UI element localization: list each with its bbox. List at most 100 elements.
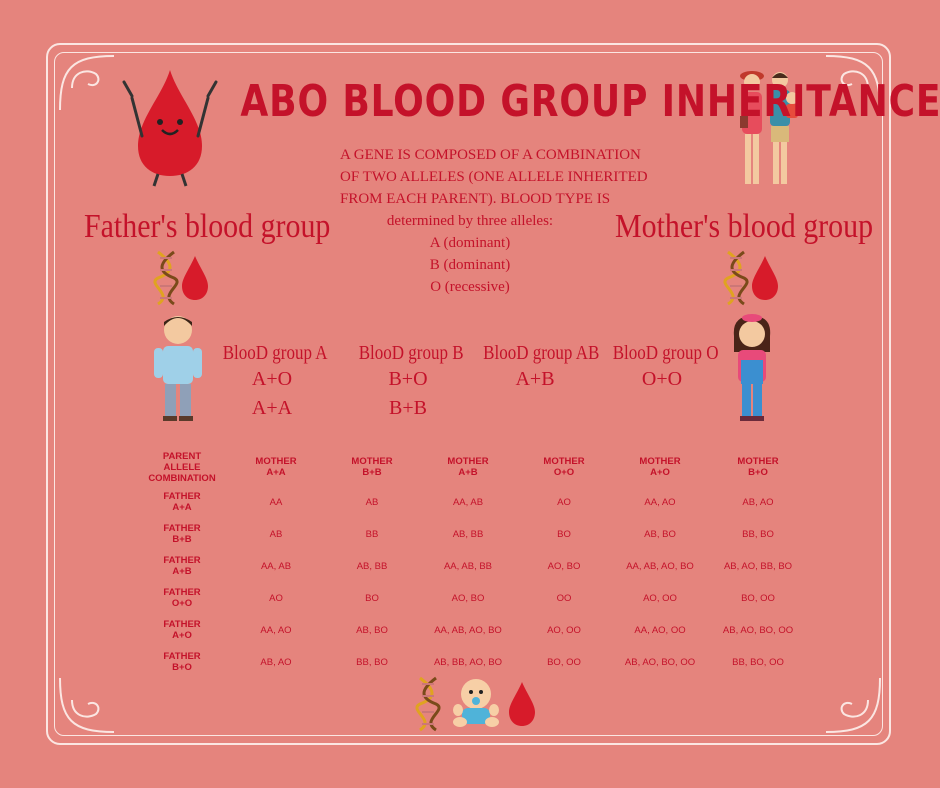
dna-icon bbox=[415, 676, 441, 732]
blood-drop-mascot-icon bbox=[122, 70, 218, 187]
table-cell: AO, BO bbox=[547, 560, 581, 572]
corner-line: PARENT bbox=[162, 450, 202, 462]
decorative-frame bbox=[46, 43, 891, 745]
table-cell: AB, AO bbox=[260, 656, 292, 668]
row-header: FATHER A+A bbox=[136, 486, 228, 518]
column-header-line: A+B bbox=[458, 467, 478, 478]
column-header-line: O+O bbox=[553, 467, 575, 478]
table-cell: AB bbox=[269, 528, 283, 540]
blood-group-name: BlooD group A bbox=[222, 342, 328, 364]
column-header-line: MOTHER bbox=[737, 456, 779, 467]
blood-drop-icon bbox=[509, 682, 535, 726]
row-header-line: A+A bbox=[172, 502, 192, 513]
table-cell: AA, AO, OO bbox=[634, 624, 686, 636]
allele-combination: A+O bbox=[251, 368, 293, 390]
column-header: MOTHER B+O bbox=[708, 448, 808, 486]
table-cell: AO bbox=[557, 496, 571, 508]
table-cell: AB, BB bbox=[356, 560, 388, 572]
blood-drop-icon bbox=[182, 256, 208, 300]
row-header-line: FATHER bbox=[163, 651, 201, 662]
allele-combination: A+A bbox=[251, 397, 293, 419]
column-header: MOTHER O+O bbox=[516, 448, 612, 486]
table-cell: AB, BO bbox=[356, 624, 388, 636]
allele-combination: B+O bbox=[388, 368, 428, 390]
table-cell: AB, BB, AO, BO bbox=[433, 656, 503, 668]
table-cell: AA, AB bbox=[260, 560, 292, 572]
row-header-line: A+B bbox=[172, 566, 192, 577]
column-header-line: A+A bbox=[266, 467, 286, 478]
decorative-frame-inner bbox=[54, 52, 883, 736]
table-cell: BO bbox=[365, 592, 379, 604]
row-header-line: FATHER bbox=[163, 491, 201, 502]
page-title: ABO BLOOD GROUP INHERITANCE bbox=[240, 76, 940, 127]
row-header-line: FATHER bbox=[163, 587, 201, 598]
intro-line: FROM EACH PARENT). BLOOD TYPE IS bbox=[340, 191, 611, 207]
table-cell: AB, AO, BB, BO bbox=[723, 560, 793, 572]
allele-combination: B+B bbox=[389, 397, 427, 419]
corner-swirl-icon bbox=[825, 55, 881, 111]
corner-swirl-icon bbox=[59, 55, 115, 111]
table-cell: BB bbox=[365, 528, 379, 540]
corner-swirl-icon bbox=[59, 677, 115, 733]
column-header: MOTHER A+O bbox=[612, 448, 708, 486]
corner-line: ALLELE bbox=[163, 461, 201, 473]
table-row: FATHER O+O AO BO AO, BO OO AO, OO BO, OO bbox=[136, 582, 808, 614]
table-cell: AA, AB, AO, BO bbox=[434, 624, 502, 636]
father-icon bbox=[154, 316, 202, 421]
table-cell: BB, BO bbox=[742, 528, 774, 540]
table-cell: AO, OO bbox=[547, 624, 581, 636]
blood-group-a: BlooD group A A+O A+A bbox=[214, 342, 330, 423]
table-cell: AA, AB bbox=[452, 496, 484, 508]
intro-line: A (dominant) bbox=[429, 235, 511, 251]
table-row: FATHER A+O AA, AO AB, BO AA, AB, AO, BO A… bbox=[136, 614, 808, 646]
intro-line: O (recessive) bbox=[430, 279, 510, 295]
table-cell: AB, AO bbox=[742, 496, 774, 508]
row-header-line: A+O bbox=[172, 630, 192, 641]
blood-group-name: BlooD group B bbox=[358, 342, 464, 364]
blood-group-o: BlooD group O O+O bbox=[604, 342, 720, 394]
corner-swirl-icon bbox=[825, 677, 881, 733]
family-icon bbox=[740, 71, 798, 184]
column-header-line: B+O bbox=[748, 467, 768, 478]
table-cell: AO, OO bbox=[643, 592, 677, 604]
table-cell: AB, BB bbox=[452, 528, 484, 540]
row-header-line: FATHER bbox=[163, 523, 201, 534]
table-cell: BO bbox=[557, 528, 571, 540]
table-cell: AB, AO, BO, OO bbox=[722, 624, 794, 636]
row-header-line: O+O bbox=[171, 598, 193, 609]
intro-line: determined by three alleles: bbox=[386, 213, 554, 229]
column-header-line: MOTHER bbox=[639, 456, 681, 467]
table-header-row: PARENT ALLELE COMBINATION MOTHER A+A MOTH… bbox=[136, 448, 808, 486]
table-cell: BO, OO bbox=[741, 592, 775, 604]
table-cell: AA, AB, BB bbox=[443, 560, 493, 572]
table-cell: AB bbox=[365, 496, 379, 508]
intro-text: A GENE IS COMPOSED OF A COMBINATION OF T… bbox=[340, 144, 648, 298]
table-cell: AA, AO bbox=[644, 496, 676, 508]
blood-group-name: BlooD group O bbox=[612, 342, 719, 364]
mother-heading: Mother's blood group bbox=[615, 208, 874, 245]
column-header: MOTHER A+B bbox=[420, 448, 516, 486]
column-header-line: MOTHER bbox=[447, 456, 489, 467]
row-header-line: FATHER bbox=[163, 555, 201, 566]
row-header: FATHER O+O bbox=[136, 582, 228, 614]
column-header: MOTHER B+B bbox=[324, 448, 420, 486]
baby-icon bbox=[453, 679, 499, 727]
table-row: FATHER A+A AA AB AA, AB AO AA, AO AB, AO bbox=[136, 486, 808, 518]
table-cell: AO, BO bbox=[451, 592, 485, 604]
column-header-line: A+O bbox=[650, 467, 670, 478]
row-header: FATHER B+B bbox=[136, 518, 228, 550]
dna-icon bbox=[723, 250, 749, 306]
row-header-line: FATHER bbox=[163, 619, 201, 630]
row-header: FATHER A+O bbox=[136, 614, 228, 646]
table-cell: AB, BO bbox=[644, 528, 676, 540]
allele-combination: A+B bbox=[515, 368, 555, 390]
row-header: FATHER A+B bbox=[136, 550, 228, 582]
table-row: FATHER B+O AB, AO BB, BO AB, BB, AO, BO B… bbox=[136, 646, 808, 678]
mother-icon bbox=[733, 314, 771, 421]
table-cell: AA, AO bbox=[260, 624, 292, 636]
column-header-line: MOTHER bbox=[351, 456, 393, 467]
table-cell: BB, BO bbox=[356, 656, 388, 668]
table-cell: BB, BO, OO bbox=[732, 656, 784, 668]
column-header-line: B+B bbox=[362, 467, 382, 478]
table-row: FATHER B+B AB BB AB, BB BO AB, BO BB, BO bbox=[136, 518, 808, 550]
